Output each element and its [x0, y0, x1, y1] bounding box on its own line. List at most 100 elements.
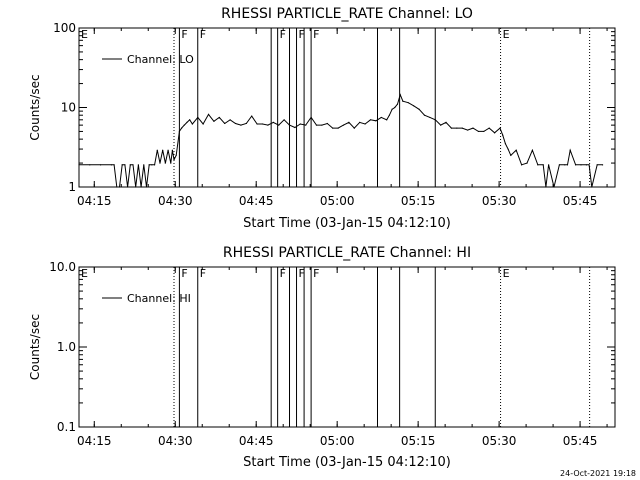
data-point: [348, 121, 350, 123]
event-marker-label: F: [280, 267, 286, 280]
data-point: [180, 127, 183, 129]
data-point: [137, 164, 139, 166]
data-point: [224, 122, 226, 125]
data-point: [213, 120, 215, 122]
x-tick-label: 04:45: [239, 194, 274, 208]
data-point: [173, 159, 175, 161]
event-marker-label: E: [81, 267, 88, 280]
data-point: [332, 127, 334, 129]
data-point: [596, 164, 598, 166]
chart-title: RHESSI PARTICLE_RATE Channel: LO: [221, 6, 473, 22]
data-point: [434, 119, 436, 121]
legend-label: Channel: HI: [127, 292, 191, 305]
data-point: [402, 100, 404, 102]
data-point: [375, 120, 377, 122]
data-point: [467, 129, 469, 131]
data-point: [272, 121, 274, 123]
data-point: [499, 127, 501, 129]
x-tick-label: 05:45: [563, 194, 598, 208]
data-point: [183, 124, 185, 126]
data-point: [483, 130, 485, 133]
data-point: [156, 149, 158, 151]
data-point: [78, 164, 80, 166]
footer-timestamp: 24-Oct-2021 19:18: [560, 469, 636, 478]
x-tick-label: 04:15: [77, 434, 112, 448]
data-point: [494, 132, 496, 134]
y-tick-label: 1.0: [57, 340, 76, 354]
data-point: [126, 186, 129, 188]
data-point: [558, 164, 561, 166]
data-point: [175, 154, 177, 156]
x-tick-label: 05:45: [563, 434, 598, 448]
data-point: [601, 164, 604, 166]
data-point: [510, 154, 512, 156]
data-point: [580, 164, 582, 166]
x-tick-label: 04:30: [158, 434, 193, 448]
data-point: [396, 103, 399, 105]
data-point: [380, 116, 382, 119]
data-point: [283, 119, 285, 121]
y-tick-label: 100: [53, 21, 76, 35]
data-point: [423, 114, 426, 116]
y-axis-label: Counts/sec: [28, 314, 42, 380]
data-point: [531, 149, 534, 151]
x-tick-label: 05:00: [320, 434, 355, 448]
data-point: [461, 127, 463, 129]
data-point: [99, 164, 102, 166]
x-tick-label: 05:15: [401, 434, 436, 448]
data-point: [504, 143, 507, 145]
x-tick-label: 05:15: [401, 194, 436, 208]
y-tick-label: 1: [68, 180, 76, 194]
y-tick-label: 0.1: [57, 420, 76, 434]
data-point: [251, 115, 253, 117]
data-point: [566, 164, 569, 166]
event-marker-label: F: [181, 28, 187, 41]
data-point: [364, 123, 366, 125]
data-point: [321, 124, 323, 126]
event-marker-label: F: [313, 267, 319, 280]
data-point: [143, 164, 145, 166]
data-point: [542, 164, 544, 166]
data-point: [162, 149, 164, 151]
data-point: [488, 127, 490, 129]
data-point: [386, 119, 388, 121]
event-marker-label: E: [503, 28, 510, 41]
data-point: [369, 119, 372, 121]
data-point: [515, 149, 517, 151]
data-point: [218, 116, 220, 119]
event-marker-label: F: [313, 28, 319, 41]
data-point: [574, 164, 577, 166]
data-point: [521, 164, 523, 166]
event-marker-label: F: [299, 267, 305, 280]
event-marker-label: E: [503, 267, 510, 280]
data-point: [588, 164, 590, 166]
data-point: [153, 164, 156, 166]
data-point: [507, 148, 509, 150]
data-point: [564, 164, 566, 166]
data-point: [167, 149, 169, 151]
x-axis-label: Start Time (03-Jan-15 04:12:10): [243, 455, 451, 470]
data-point: [315, 124, 318, 126]
data-point: [110, 164, 112, 166]
data-point: [391, 108, 393, 110]
data-point: [394, 106, 396, 109]
data-point: [591, 186, 593, 188]
event-marker-label: F: [280, 28, 286, 41]
data-point: [140, 186, 142, 188]
data-point: [429, 116, 431, 119]
data-point: [288, 124, 291, 126]
data-point: [502, 134, 504, 136]
data-point: [399, 94, 401, 96]
data-point: [353, 127, 355, 129]
series-line-0-0: [79, 93, 603, 188]
data-point: [569, 149, 571, 151]
data-point: [545, 186, 547, 188]
data-point: [135, 186, 137, 188]
data-point: [164, 162, 166, 164]
data-point: [537, 164, 539, 166]
x-tick-label: 05:30: [482, 434, 517, 448]
data-point: [278, 124, 280, 126]
data-point: [526, 162, 528, 164]
data-point: [456, 127, 458, 129]
